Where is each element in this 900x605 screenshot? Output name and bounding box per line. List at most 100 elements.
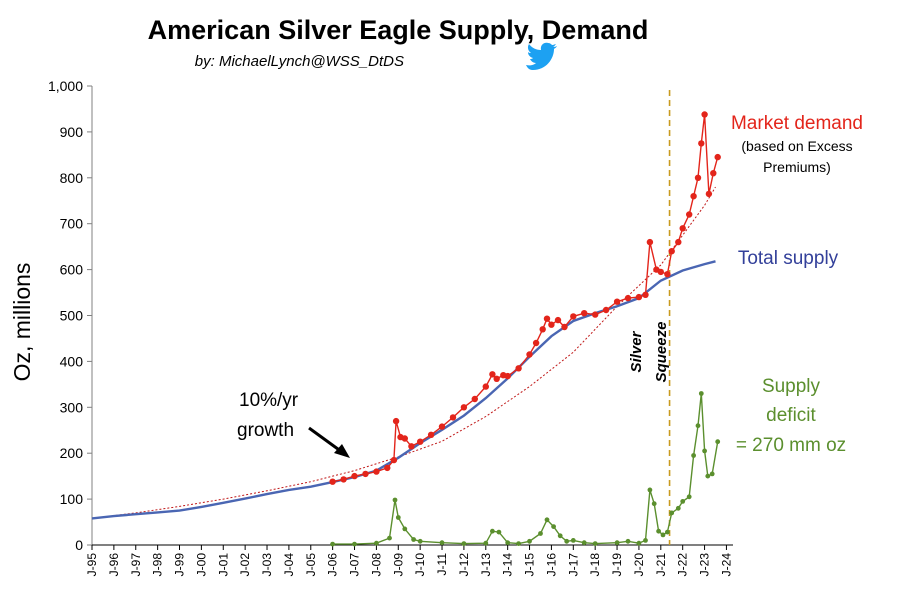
series-point-market-demand: [482, 383, 489, 390]
series-point-market-demand: [460, 404, 468, 411]
series-point-market-demand: [329, 478, 336, 485]
silver-label: Silver: [628, 330, 645, 372]
series-point-supply-deficit: [352, 541, 357, 547]
series-point-supply-deficit: [387, 535, 392, 541]
x-tick-label: J-03: [260, 553, 274, 577]
series-point-market-demand: [504, 372, 511, 380]
x-tick-label: J-16: [544, 553, 558, 577]
x-tick-label: J-02: [238, 553, 252, 577]
series-point-market-demand: [392, 417, 400, 425]
x-tick-label: J-00: [194, 553, 208, 577]
axes: [87, 85, 733, 550]
x-tick-label: J-15: [523, 553, 537, 577]
y-tick-label: 800: [60, 170, 84, 186]
x-tick-label: J-14: [501, 553, 515, 577]
growth-arrow-head: [334, 444, 350, 458]
series-point-market-demand: [710, 170, 717, 177]
series-point-market-demand: [581, 310, 588, 317]
series-point-market-demand: [613, 298, 621, 305]
x-tick-label: J-20: [632, 553, 646, 577]
series-point-supply-deficit: [461, 541, 467, 546]
x-tick-label: J-22: [676, 553, 690, 577]
series-point-market-demand: [515, 365, 522, 372]
series-point-supply-deficit: [483, 540, 489, 546]
series-point-market-demand: [602, 306, 610, 314]
series-point-supply-deficit: [651, 501, 657, 507]
series-point-market-demand: [362, 470, 369, 478]
series-point-market-demand: [705, 190, 713, 198]
y-tick-label: 1,000: [48, 78, 83, 94]
series-point-supply-deficit: [647, 487, 653, 493]
series-point-supply-deficit: [643, 538, 648, 543]
series-point-market-demand: [526, 351, 533, 358]
growth-arrow: [308, 426, 343, 454]
series-point-supply-deficit: [680, 499, 686, 504]
series-point-market-demand: [714, 153, 721, 161]
series-point-market-demand: [570, 313, 577, 320]
y-axis-label: Oz, millions: [9, 263, 35, 382]
plot-area: [91, 90, 721, 547]
x-tick-label: J-09: [391, 553, 405, 577]
series-point-market-demand: [532, 339, 540, 347]
growth-label-2: growth: [237, 420, 294, 441]
supply-deficit-label-1: Supply: [762, 376, 821, 397]
series-point-supply-deficit: [570, 538, 576, 543]
x-tick-label: J-96: [107, 553, 121, 577]
series-point-supply-deficit: [417, 538, 423, 544]
market-demand-note-1: (based on Excess: [741, 138, 852, 154]
series-point-supply-deficit: [505, 540, 511, 546]
series-point-supply-deficit: [592, 541, 598, 546]
series-point-market-demand: [686, 211, 693, 218]
series-point-supply-deficit: [636, 540, 642, 546]
chart-title: American Silver Eagle Supply, Demand: [148, 15, 649, 45]
x-tick-label: J-11: [435, 553, 449, 576]
supply-deficit-label-2: deficit: [766, 405, 816, 426]
series-point-market-demand: [675, 238, 682, 246]
y-tick-labels: 0 100 200 300 400 500 600 700 800 900 1,000: [48, 78, 83, 553]
series-point-supply-deficit: [695, 423, 701, 429]
x-tick-label: J-06: [326, 553, 340, 577]
series-point-market-demand: [408, 443, 415, 450]
series-point-supply-deficit: [544, 517, 550, 523]
series-point-supply-deficit: [392, 497, 398, 503]
x-tick-label: J-23: [698, 553, 712, 577]
series-point-supply-deficit: [557, 533, 563, 539]
series-point-supply-deficit: [395, 515, 401, 520]
x-tick-label: J-17: [566, 553, 580, 577]
series-point-market-demand: [543, 315, 551, 322]
series-line-10-yr-growth: [91, 186, 716, 519]
y-tick-label: 900: [60, 124, 84, 140]
series-point-market-demand: [690, 193, 697, 200]
series-point-supply-deficit: [705, 473, 711, 479]
series-point-supply-deficit: [538, 531, 543, 536]
x-tick-label: J-24: [719, 553, 733, 577]
series-point-market-demand: [554, 316, 562, 324]
series-point-supply-deficit: [675, 505, 681, 511]
series-point-market-demand: [438, 423, 446, 430]
series-point-market-demand: [390, 456, 398, 464]
y-tick-label: 300: [60, 399, 84, 415]
series-point-market-demand: [340, 476, 347, 483]
series-point-market-demand: [635, 293, 643, 301]
series-point-market-demand: [701, 111, 708, 118]
x-tick-label: J-05: [304, 553, 318, 577]
x-tick-label: J-04: [282, 553, 296, 577]
series-point-market-demand: [668, 248, 675, 255]
x-tick-label: J-19: [610, 553, 624, 577]
series-point-market-demand: [449, 414, 457, 421]
x-tick-label: J-07: [348, 553, 362, 577]
market-demand-label: Market demand: [731, 113, 863, 134]
series-line-market-demand: [332, 114, 719, 483]
series-point-supply-deficit: [715, 439, 721, 445]
series-point-market-demand: [539, 326, 546, 333]
series-point-supply-deficit: [665, 529, 670, 535]
series-point-market-demand: [351, 472, 358, 480]
total-supply-label: Total supply: [738, 248, 839, 269]
series-point-market-demand: [548, 321, 555, 328]
y-tick-label: 0: [75, 537, 83, 553]
series-point-market-demand: [493, 375, 500, 382]
series-point-market-demand: [642, 291, 649, 298]
series-point-supply-deficit: [656, 528, 661, 534]
squeeze-label: Squeeze: [653, 322, 670, 383]
series-point-market-demand: [664, 271, 671, 278]
